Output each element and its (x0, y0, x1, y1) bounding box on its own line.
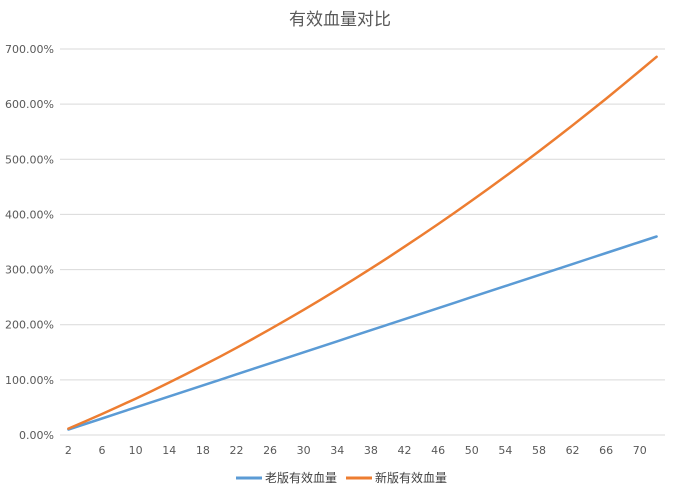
series-line-1 (67, 235, 658, 431)
x-tick-label: 42 (398, 444, 412, 457)
legend-label: 老版有效血量 (265, 470, 337, 485)
y-tick-label: 100.00% (5, 374, 54, 387)
x-tick-label: 46 (431, 444, 445, 457)
y-axis: 0.00% 100.00% 200.00% 300.00% 400.00% 500.00%… (5, 43, 54, 442)
y-tick-label: 0.00% (19, 429, 54, 442)
x-tick-label: 66 (599, 444, 613, 457)
legend: 老版有效血量 新版有效血量 (236, 470, 447, 485)
x-axis: 2 6 10 14 18 22 26 30 34 38 42 46 50 54 58 62 66 70 (65, 444, 647, 457)
gridlines (60, 48, 665, 436)
y-tick-label: 700.00% (5, 43, 54, 56)
x-tick-label: 58 (532, 444, 546, 457)
series-lines (67, 55, 658, 431)
x-tick-label: 62 (566, 444, 580, 457)
series-line-2 (67, 55, 658, 430)
x-tick-label: 10 (129, 444, 143, 457)
x-tick-label: 18 (196, 444, 210, 457)
x-tick-label: 50 (465, 444, 479, 457)
x-tick-label: 34 (330, 444, 344, 457)
legend-label: 新版有效血量 (375, 470, 447, 485)
y-tick-label: 200.00% (5, 319, 54, 332)
x-tick-label: 14 (162, 444, 176, 457)
y-tick-label: 400.00% (5, 208, 54, 221)
x-tick-label: 30 (297, 444, 311, 457)
y-tick-label: 500.00% (5, 153, 54, 166)
x-tick-label: 26 (263, 444, 277, 457)
x-tick-label: 54 (498, 444, 512, 457)
x-tick-label: 38 (364, 444, 378, 457)
x-tick-label: 22 (229, 444, 243, 457)
x-tick-label: 6 (99, 444, 106, 457)
x-tick-label: 70 (633, 444, 647, 457)
y-tick-label: 300.00% (5, 264, 54, 277)
x-tick-label: 2 (65, 444, 72, 457)
chart-title: 有效血量对比 (289, 10, 391, 30)
y-tick-label: 600.00% (5, 98, 54, 111)
